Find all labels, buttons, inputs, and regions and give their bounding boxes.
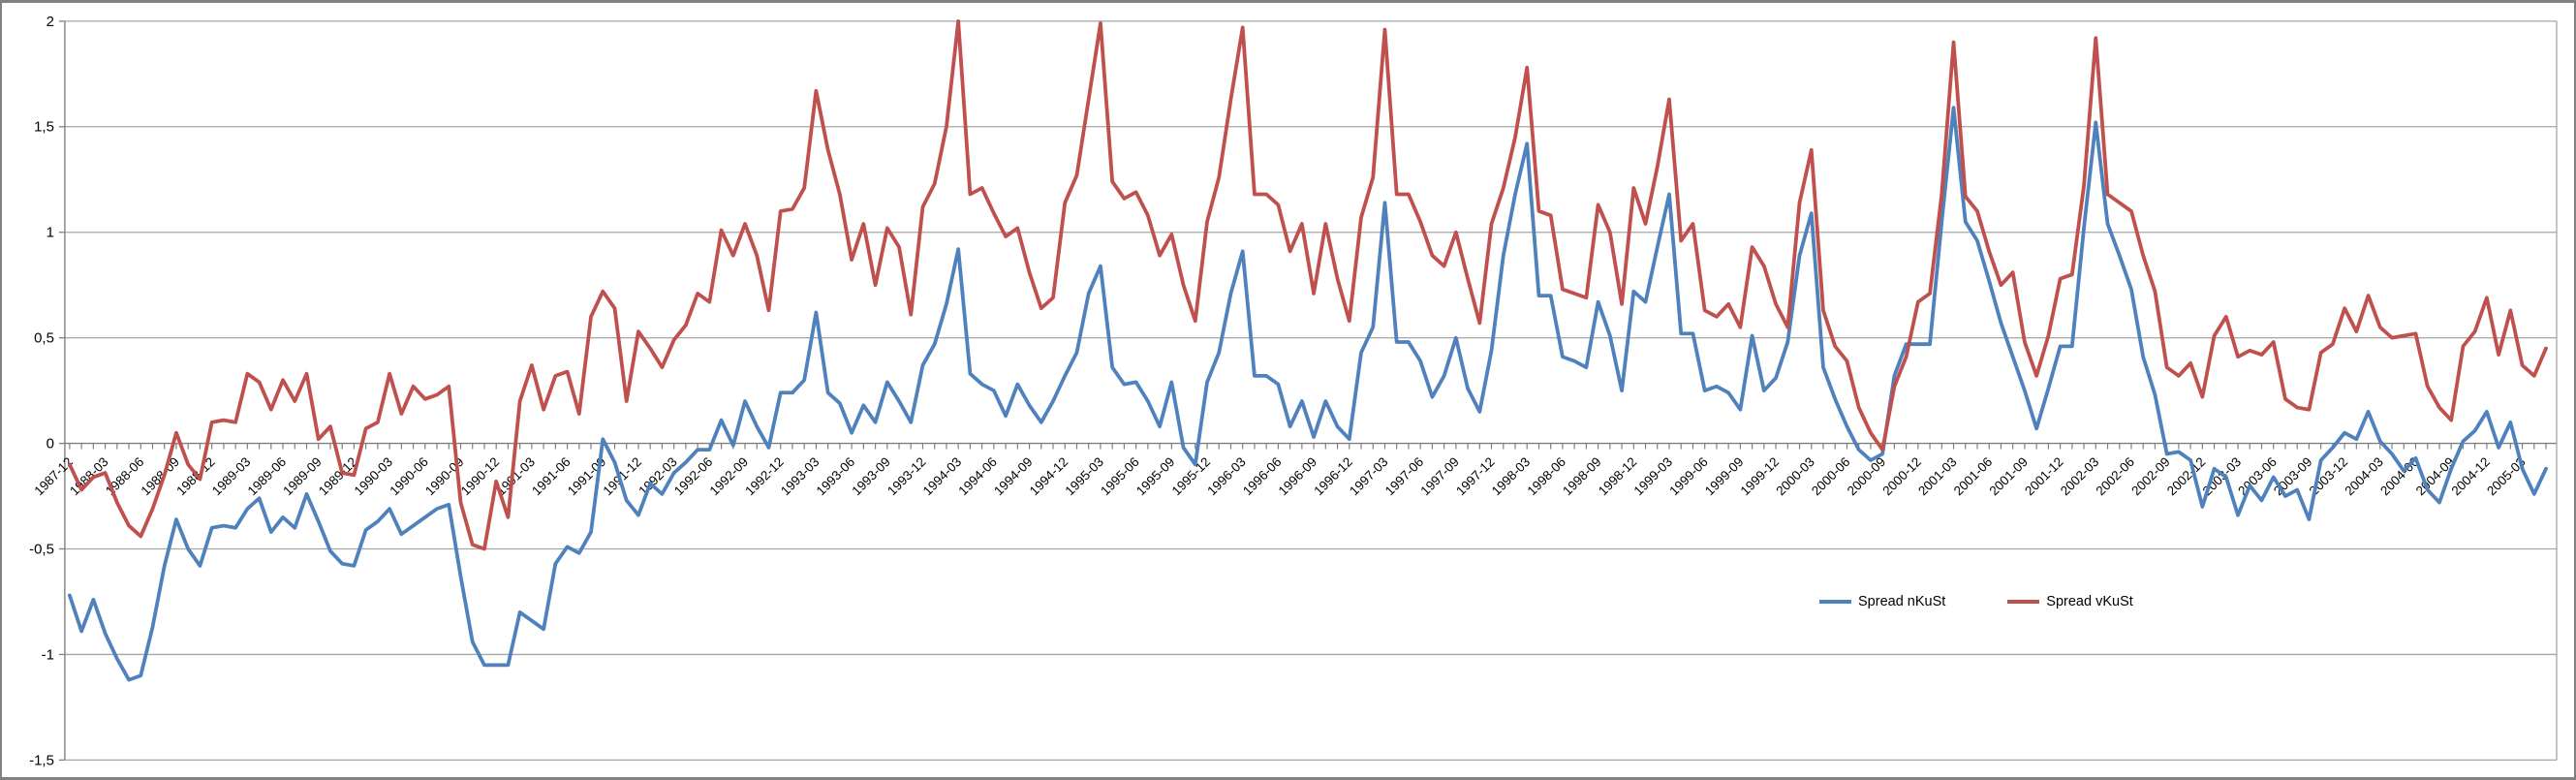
y-tick-label: 1 xyxy=(47,225,54,241)
y-tick-label: 2 xyxy=(47,14,54,30)
y-tick-label: 1,5 xyxy=(34,119,54,136)
x-tick-label: 1996-06 xyxy=(1240,454,1285,498)
x-tick-label: 2002-12 xyxy=(2164,454,2209,498)
x-tick-label: 1996-12 xyxy=(1311,454,1355,498)
x-tick-label: 2002-03 xyxy=(2058,454,2102,498)
x-tick-label: 1998-12 xyxy=(1596,454,1640,498)
x-tick-label: 1990-06 xyxy=(387,454,431,498)
legend-swatch-nkust-icon xyxy=(1819,600,1851,604)
y-tick-label: -1 xyxy=(42,646,54,663)
legend-label-vkust: Spread vKuSt xyxy=(2046,594,2133,609)
line-chart: 2 1,5 1 0,5 0 -0,5 -1 -1,5 1987-12 1988-03 1988-06… xyxy=(2,3,2574,777)
x-tick-label: 1991-09 xyxy=(565,454,609,498)
y-tick-label: -0,5 xyxy=(29,542,54,558)
x-tick-label: 1992-09 xyxy=(707,454,752,498)
x-tick-label: 2004-09 xyxy=(2413,454,2458,498)
legend-item-spread-vkust: Spread vKuSt xyxy=(2007,594,2133,609)
x-tick-label: 1989-09 xyxy=(280,454,325,498)
y-tick-label: 0,5 xyxy=(34,330,54,347)
x-tick-label: 1998-03 xyxy=(1489,454,1534,498)
x-tick-label: 2002-06 xyxy=(2094,454,2138,498)
x-tick-label: 1987-12 xyxy=(31,454,76,498)
chart-canvas: 21,510,50-0,5-1-1,51987-121988-031988-06… xyxy=(29,14,2558,768)
x-tick-label: 1994-03 xyxy=(920,454,965,498)
x-tick-label: 2004-03 xyxy=(2342,454,2386,498)
x-tick-label: 1994-06 xyxy=(955,454,1000,498)
x-tick-label: 2001-06 xyxy=(1951,454,1996,498)
x-tick-label: 1999-12 xyxy=(1738,454,1783,498)
x-tick-label: 1992-06 xyxy=(671,454,716,498)
x-tick-label: 2000-03 xyxy=(1773,454,1817,498)
x-tick-label: 1993-12 xyxy=(885,454,929,498)
legend-swatch-vkust-icon xyxy=(2007,600,2040,604)
x-tick-label: 2000-09 xyxy=(1845,454,1889,498)
x-tick-label: 2000-06 xyxy=(1809,454,1853,498)
x-tick-label: 1993-06 xyxy=(814,454,858,498)
x-tick-label: 1996-03 xyxy=(1204,454,1249,498)
x-tick-label: 1992-12 xyxy=(742,454,787,498)
x-tick-label: 2001-12 xyxy=(2022,454,2066,498)
x-tick-label: 1999-09 xyxy=(1702,454,1747,498)
x-tick-label: 2001-09 xyxy=(1986,454,2031,498)
x-tick-label: 1988-06 xyxy=(103,454,147,498)
y-tick-label: 0 xyxy=(47,436,54,452)
x-tick-label: 1989-06 xyxy=(245,454,290,498)
x-tick-label: 1989-03 xyxy=(209,454,254,498)
x-tick-label: 1994-12 xyxy=(1027,454,1071,498)
x-tick-label: 1995-03 xyxy=(1062,454,1106,498)
y-tick-label: -1,5 xyxy=(29,752,54,768)
x-tick-label: 1995-09 xyxy=(1133,454,1178,498)
x-tick-label: 1997-06 xyxy=(1382,454,1427,498)
x-tick-label: 1997-03 xyxy=(1347,454,1391,498)
x-tick-label: 2000-12 xyxy=(1879,454,1924,498)
legend-label-nkust: Spread nKuSt xyxy=(1858,594,1946,609)
x-tick-label: 1996-09 xyxy=(1276,454,1320,498)
x-tick-label: 1997-12 xyxy=(1453,454,1498,498)
x-tick-label: 1991-06 xyxy=(529,454,574,498)
x-tick-label: 1998-06 xyxy=(1524,454,1568,498)
x-tick-label: 1993-09 xyxy=(849,454,893,498)
x-tick-label: 1993-03 xyxy=(778,454,822,498)
x-tick-label: 2002-09 xyxy=(2128,454,2173,498)
series-line-nkust xyxy=(67,106,2548,682)
x-tick-label: 1994-09 xyxy=(991,454,1036,498)
x-tick-label: 1997-09 xyxy=(1417,454,1462,498)
series-line-vkust xyxy=(67,18,2548,551)
x-tick-label: 1998-09 xyxy=(1560,454,1604,498)
x-tick-label: 2001-03 xyxy=(1915,454,1960,498)
x-tick-label: 1999-03 xyxy=(1631,454,1676,498)
x-tick-label: 1995-06 xyxy=(1098,454,1142,498)
legend-item-spread-nkust: Spread nKuSt xyxy=(1819,594,1945,609)
chart-legend: Spread nKuSt Spread vKuSt xyxy=(1819,594,2133,609)
x-tick-label: 1999-06 xyxy=(1666,454,1711,498)
